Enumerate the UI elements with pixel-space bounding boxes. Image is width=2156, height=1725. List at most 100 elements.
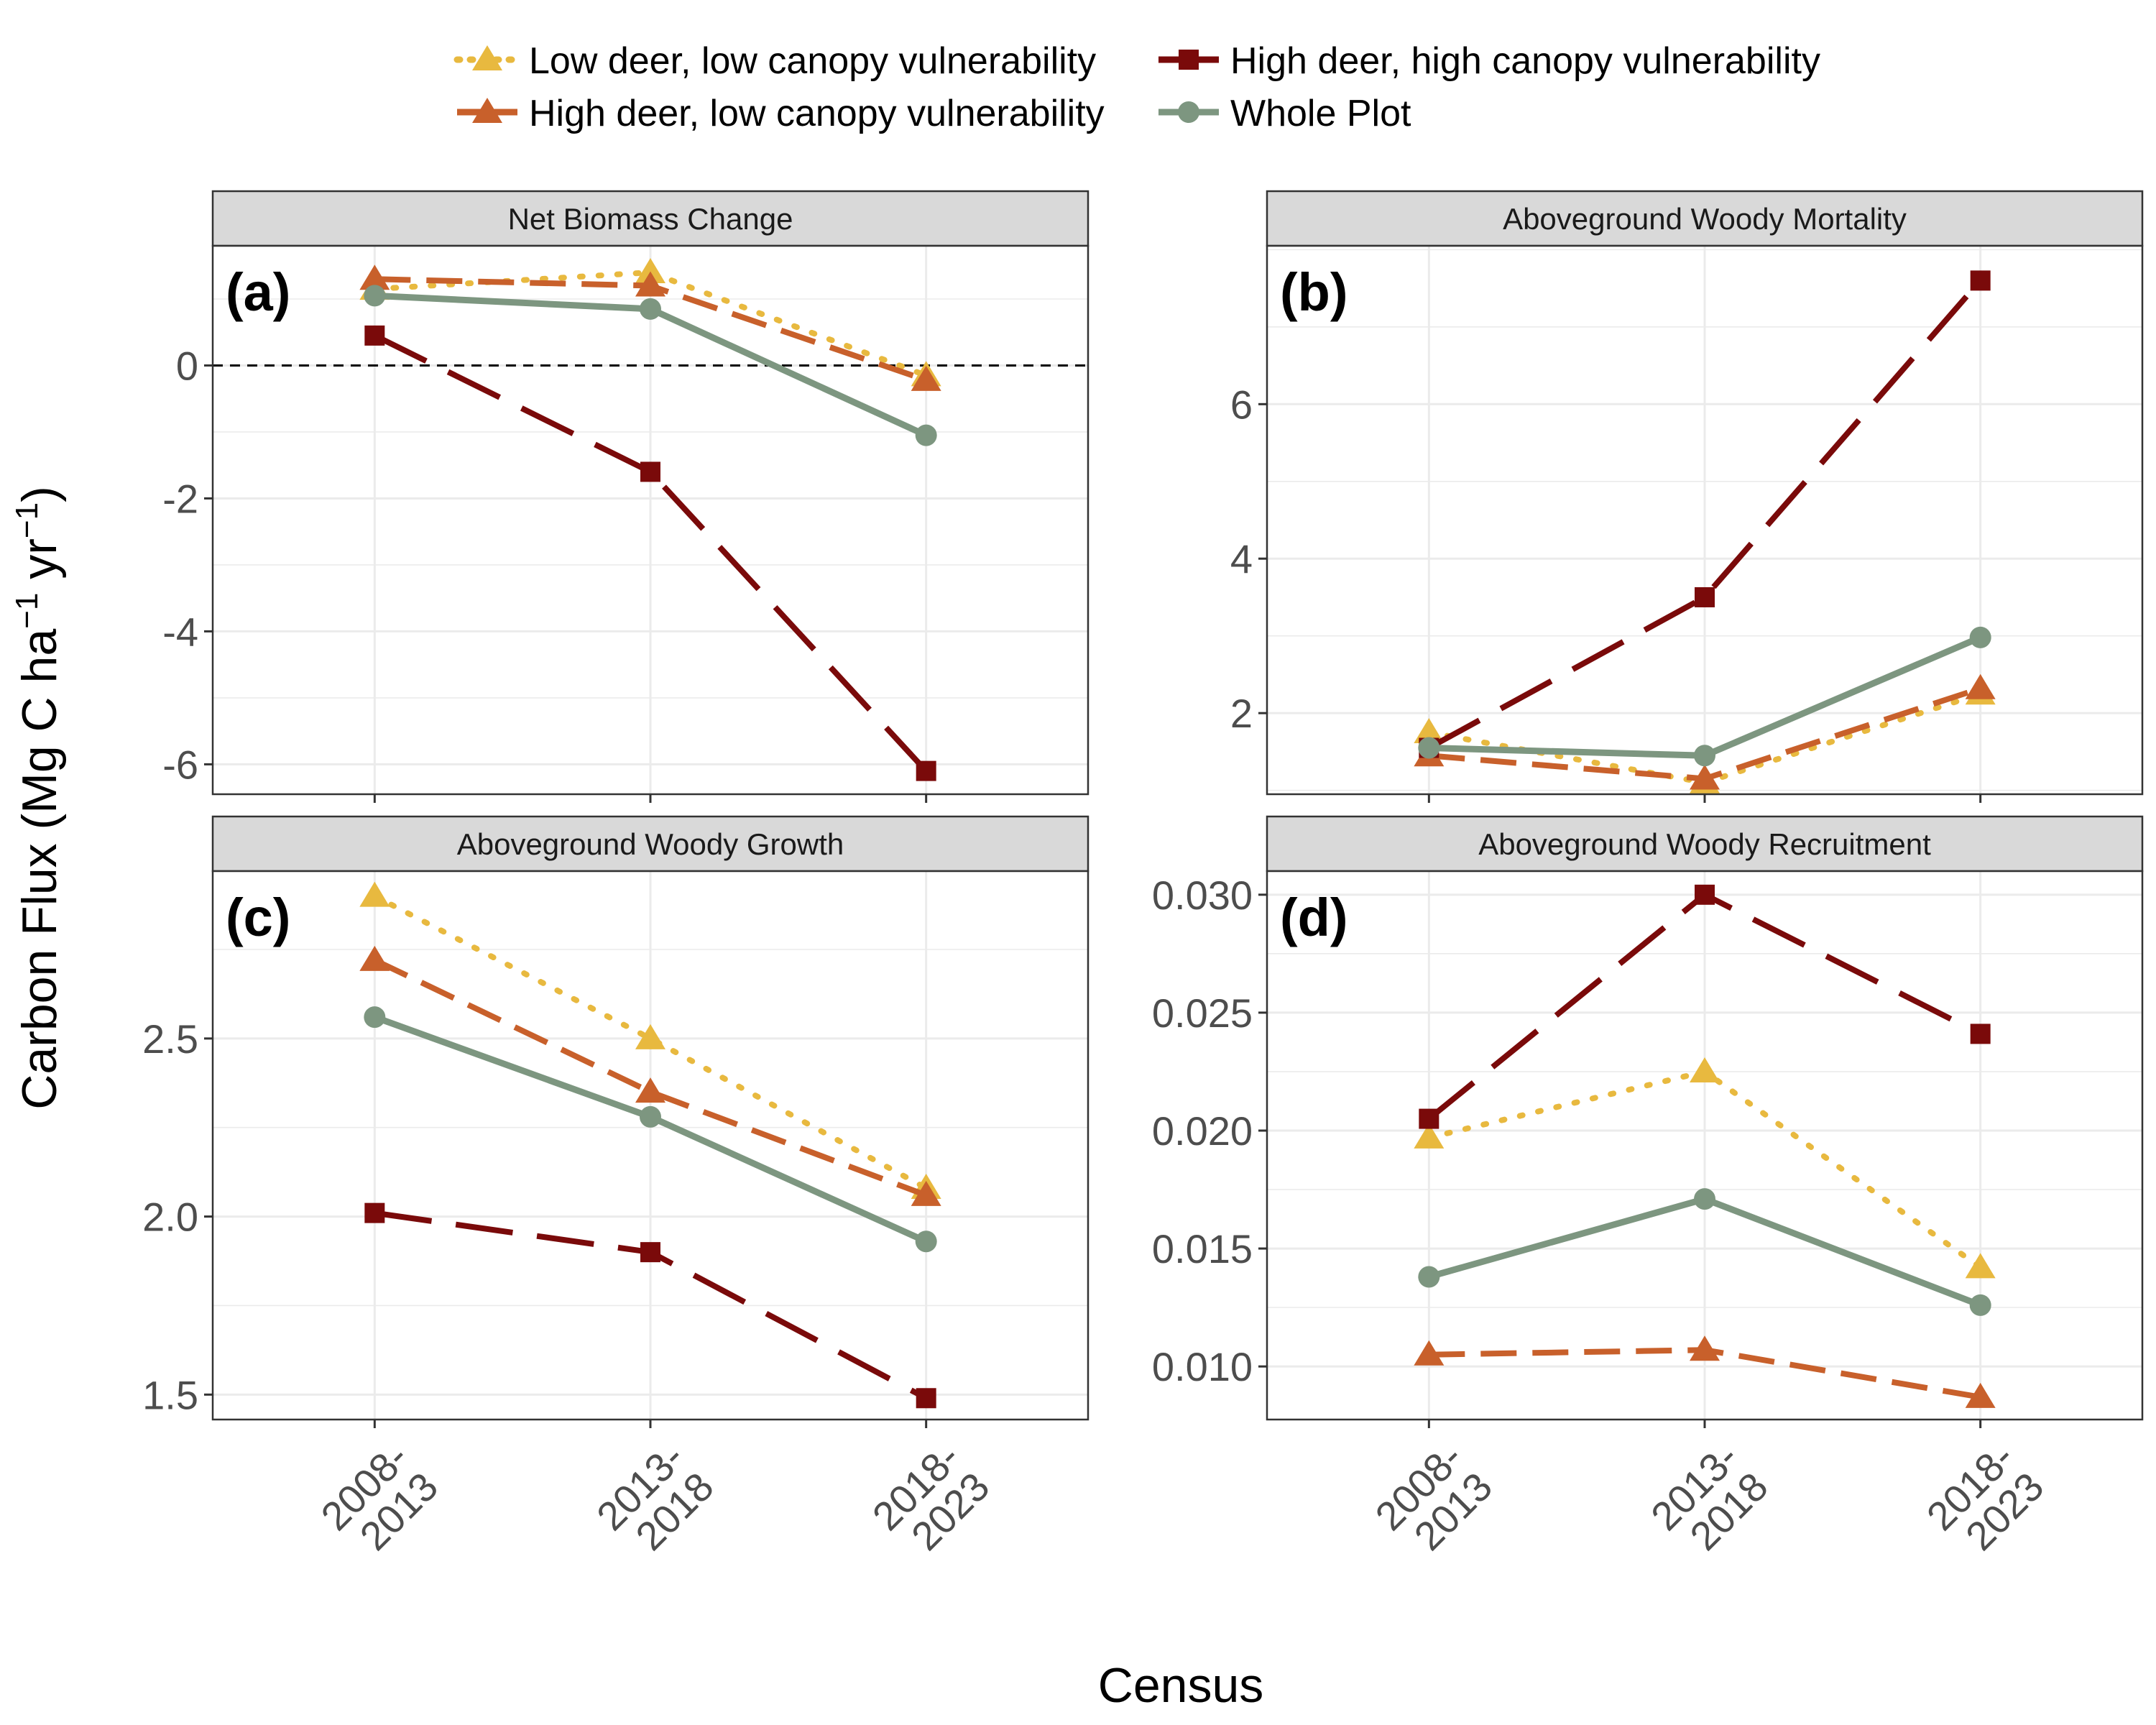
data-point-highlow xyxy=(1414,1340,1445,1366)
series-highhigh xyxy=(1419,884,1991,1129)
data-point-highhigh xyxy=(916,760,936,781)
data-point-highhigh xyxy=(640,1242,660,1263)
data-point-highlow xyxy=(359,945,390,971)
data-point-highhigh xyxy=(916,1388,936,1409)
data-point-highhigh xyxy=(1695,586,1715,607)
panel-strip xyxy=(1266,815,2144,873)
panel-1: Net Biomass Change -6 -4 -2 0 (a) xyxy=(162,190,1089,803)
y-tick-label: 2 xyxy=(1230,691,1253,736)
data-point-highlow xyxy=(911,365,941,391)
data-point-highhigh xyxy=(1970,1024,1991,1044)
x-axis-title: Census xyxy=(1098,1658,1264,1713)
y-axis-ticks: 0.010 0.015 0.020 0.025 0.030 xyxy=(1152,873,1267,1389)
data-point-highhigh xyxy=(364,1202,385,1223)
y-tick-label: 6 xyxy=(1230,382,1253,427)
legend-key-marker xyxy=(1179,50,1199,70)
panel-4: Aboveground Woody Recruitment0.0100.0150… xyxy=(1152,815,2144,1428)
legend-item-highhigh: High deer, high canopy vulnerability xyxy=(1158,40,1820,82)
legend-key-marker xyxy=(1178,101,1199,123)
data-point-whole xyxy=(364,1006,386,1029)
data-point-whole xyxy=(1694,1188,1715,1210)
data-point-lowlow xyxy=(1965,1253,1996,1279)
data-point-lowlow xyxy=(635,1024,665,1049)
panel-title: Aboveground Woody Mortality xyxy=(1503,202,1907,236)
panel-title: Aboveground Woody Recruitment xyxy=(1478,827,1931,861)
panel-strip xyxy=(1266,190,2144,247)
data-point-highlow xyxy=(1690,1335,1720,1361)
data-point-highlow xyxy=(1690,764,1720,790)
y-axis-ticks: 1.5 2.0 2.5 xyxy=(142,1016,213,1417)
panel-border xyxy=(1266,244,2144,796)
panel-border xyxy=(211,244,1089,796)
x-tick-label: 2018-2023 xyxy=(1918,1434,2053,1568)
data-point-highhigh xyxy=(364,325,385,346)
series-whole xyxy=(364,1006,937,1253)
series-highhigh xyxy=(364,1202,936,1409)
data-point-lowlow xyxy=(1414,1123,1445,1149)
y-tick-label: 0.020 xyxy=(1152,1108,1253,1154)
y-tick-label: -6 xyxy=(162,742,198,787)
y-tick-label: 1.5 xyxy=(142,1372,198,1417)
series-line-highhigh xyxy=(373,333,929,773)
data-point-highhigh xyxy=(1695,884,1715,905)
legend-item-whole: Whole Plot xyxy=(1158,93,1411,134)
series-whole xyxy=(1418,626,1991,767)
data-point-whole xyxy=(1418,737,1440,759)
y-tick-label: -4 xyxy=(162,609,198,654)
series-highlow xyxy=(359,264,941,391)
data-point-highlow xyxy=(1965,673,1996,699)
legend-key-marker xyxy=(472,98,502,123)
y-tick-label: 0.010 xyxy=(1152,1344,1253,1389)
data-point-highhigh xyxy=(640,461,660,482)
series-line-lowlow xyxy=(372,269,929,379)
y-tick-label: 0.015 xyxy=(1152,1226,1253,1271)
y-tick-label: 2.5 xyxy=(142,1016,198,1062)
y-axis-ticks: 2 4 6 xyxy=(1230,382,1267,736)
data-point-lowlow xyxy=(359,881,390,907)
data-point-whole xyxy=(640,1105,661,1128)
legend-item-highlow: High deer, low canopy vulnerability xyxy=(457,93,1105,134)
x-tick-label: 2008-2013 xyxy=(312,1434,446,1568)
series-highlow xyxy=(1414,1335,1996,1408)
x-axes: 2008-2013 2013-2018 2018-2023 2008-2013 2013… xyxy=(312,1434,2053,1568)
series-line-highhigh xyxy=(1427,278,1983,751)
y-tick-label: 0.030 xyxy=(1152,873,1253,918)
panel-title: Aboveground Woody Growth xyxy=(457,827,844,861)
panel-tag: (a) xyxy=(226,262,290,322)
y-tick-label: 0 xyxy=(176,343,198,388)
y-tick-label: 2.0 xyxy=(142,1195,198,1240)
legend-label: High deer, high canopy vulnerability xyxy=(1230,40,1820,82)
legend-item-lowlow: Low deer, low canopy vulnerability xyxy=(453,40,1096,82)
data-point-lowlow xyxy=(1690,1057,1720,1082)
series-whole xyxy=(364,285,937,446)
data-point-highlow xyxy=(911,1180,941,1206)
panel-title: Net Biomass Change xyxy=(508,202,793,236)
x-tick-label: 2018-2023 xyxy=(864,1434,998,1568)
y-tick-label: 4 xyxy=(1230,536,1253,581)
data-point-whole xyxy=(1694,745,1715,767)
panel-2: Aboveground Woody Mortality 2 4 6 (b) xyxy=(1230,190,2144,803)
panels: Net Biomass Change -6 -4 -2 0 (a) Aboveground … xyxy=(142,190,2144,1428)
data-point-whole xyxy=(1418,1266,1440,1288)
data-point-highlow xyxy=(635,1077,665,1103)
data-point-whole xyxy=(915,1230,937,1253)
y-tick-label: 0.025 xyxy=(1152,990,1253,1036)
data-point-highlow xyxy=(635,271,665,297)
data-point-whole xyxy=(1969,1294,1991,1316)
x-tick-label: 2008-2013 xyxy=(1366,1434,1501,1568)
panel-tag: (d) xyxy=(1280,888,1348,947)
legend-label: Low deer, low canopy vulnerability xyxy=(529,40,1096,82)
data-point-whole xyxy=(640,298,661,320)
data-point-lowlow xyxy=(635,257,665,283)
data-point-highhigh xyxy=(1419,1108,1439,1129)
legend-label: Whole Plot xyxy=(1230,93,1411,134)
data-point-lowlow xyxy=(1414,718,1445,744)
x-tick-label: 2013-2018 xyxy=(588,1434,722,1568)
x-tick-label: 2013-2018 xyxy=(1642,1434,1777,1568)
series-whole xyxy=(1418,1188,1991,1316)
y-axis-title: Carbon Flux (Mg C ha−1 yr−1) xyxy=(9,486,67,1109)
legend-key-marker xyxy=(472,45,502,70)
data-point-highlow xyxy=(1965,1382,1996,1408)
series-highlow xyxy=(359,945,941,1206)
